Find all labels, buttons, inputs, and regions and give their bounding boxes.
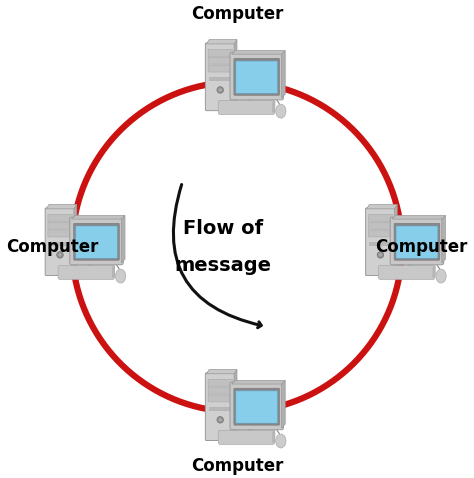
Ellipse shape bbox=[217, 87, 223, 93]
FancyBboxPatch shape bbox=[45, 208, 75, 275]
Ellipse shape bbox=[436, 269, 446, 283]
Polygon shape bbox=[206, 40, 237, 44]
FancyBboxPatch shape bbox=[48, 222, 72, 229]
Ellipse shape bbox=[217, 416, 223, 423]
FancyBboxPatch shape bbox=[396, 226, 438, 258]
FancyBboxPatch shape bbox=[75, 226, 118, 258]
Polygon shape bbox=[234, 369, 237, 440]
Polygon shape bbox=[46, 205, 77, 209]
FancyBboxPatch shape bbox=[208, 395, 232, 402]
Ellipse shape bbox=[218, 418, 222, 422]
FancyBboxPatch shape bbox=[208, 379, 232, 386]
Polygon shape bbox=[112, 265, 115, 278]
Text: Computer: Computer bbox=[191, 457, 283, 475]
Text: Computer: Computer bbox=[191, 5, 283, 22]
Polygon shape bbox=[282, 380, 285, 428]
FancyBboxPatch shape bbox=[70, 217, 123, 265]
FancyBboxPatch shape bbox=[75, 268, 105, 276]
Ellipse shape bbox=[58, 253, 62, 257]
FancyBboxPatch shape bbox=[208, 387, 232, 394]
FancyBboxPatch shape bbox=[236, 103, 265, 111]
FancyBboxPatch shape bbox=[48, 214, 72, 221]
Ellipse shape bbox=[377, 251, 384, 258]
Polygon shape bbox=[394, 205, 397, 275]
Polygon shape bbox=[282, 51, 285, 98]
Polygon shape bbox=[232, 380, 285, 384]
Text: Flow of: Flow of bbox=[183, 218, 263, 238]
FancyBboxPatch shape bbox=[230, 52, 283, 100]
FancyBboxPatch shape bbox=[205, 43, 235, 110]
Ellipse shape bbox=[276, 434, 286, 448]
FancyBboxPatch shape bbox=[58, 265, 114, 280]
Polygon shape bbox=[273, 430, 275, 443]
Text: message: message bbox=[174, 256, 271, 275]
Polygon shape bbox=[72, 216, 125, 219]
Polygon shape bbox=[433, 265, 435, 278]
Bar bbox=[48, 242, 72, 245]
Polygon shape bbox=[121, 216, 125, 263]
Bar bbox=[209, 77, 232, 80]
FancyBboxPatch shape bbox=[368, 214, 392, 221]
FancyBboxPatch shape bbox=[208, 57, 232, 64]
FancyBboxPatch shape bbox=[208, 49, 232, 56]
FancyBboxPatch shape bbox=[236, 433, 265, 441]
Ellipse shape bbox=[57, 251, 63, 258]
FancyBboxPatch shape bbox=[205, 373, 235, 441]
Polygon shape bbox=[273, 100, 275, 113]
Text: Computer: Computer bbox=[6, 238, 99, 256]
Polygon shape bbox=[442, 216, 446, 263]
FancyBboxPatch shape bbox=[73, 223, 119, 260]
Bar bbox=[369, 242, 392, 245]
Bar bbox=[209, 407, 232, 410]
Ellipse shape bbox=[378, 253, 383, 257]
Polygon shape bbox=[232, 51, 285, 54]
FancyBboxPatch shape bbox=[219, 430, 274, 445]
FancyBboxPatch shape bbox=[234, 58, 280, 95]
FancyBboxPatch shape bbox=[208, 65, 232, 72]
Text: Computer: Computer bbox=[375, 238, 468, 256]
FancyBboxPatch shape bbox=[236, 61, 278, 93]
Polygon shape bbox=[234, 40, 237, 109]
FancyBboxPatch shape bbox=[234, 388, 280, 425]
FancyBboxPatch shape bbox=[236, 391, 278, 423]
FancyBboxPatch shape bbox=[368, 222, 392, 229]
Ellipse shape bbox=[116, 269, 126, 283]
Polygon shape bbox=[392, 216, 446, 219]
Polygon shape bbox=[206, 369, 237, 374]
FancyBboxPatch shape bbox=[379, 265, 435, 280]
FancyBboxPatch shape bbox=[219, 100, 274, 115]
Ellipse shape bbox=[276, 104, 286, 118]
FancyBboxPatch shape bbox=[365, 208, 395, 275]
FancyBboxPatch shape bbox=[396, 268, 426, 276]
Ellipse shape bbox=[218, 88, 222, 92]
FancyBboxPatch shape bbox=[48, 230, 72, 237]
Polygon shape bbox=[74, 205, 77, 275]
FancyArrowPatch shape bbox=[173, 185, 261, 328]
Polygon shape bbox=[366, 205, 397, 209]
FancyBboxPatch shape bbox=[368, 230, 392, 237]
FancyBboxPatch shape bbox=[390, 217, 444, 265]
FancyBboxPatch shape bbox=[230, 382, 283, 430]
FancyBboxPatch shape bbox=[394, 223, 440, 260]
